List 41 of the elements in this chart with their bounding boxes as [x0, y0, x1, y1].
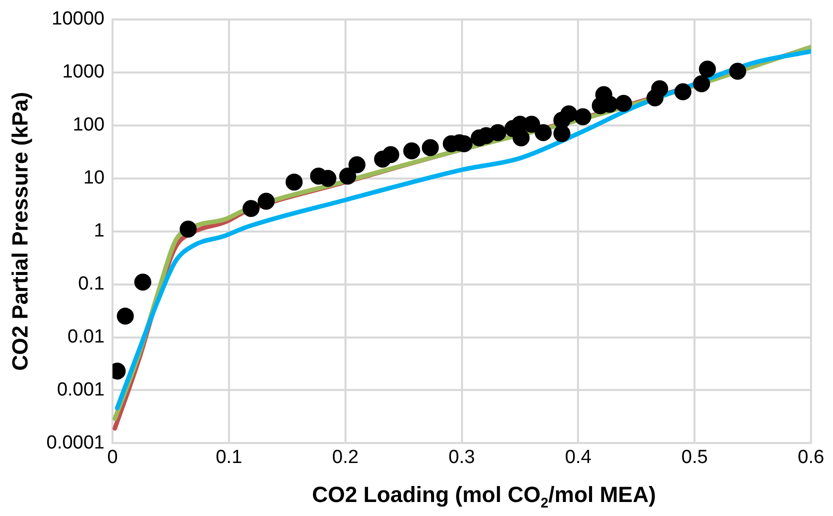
point [560, 105, 578, 122]
point [180, 220, 197, 238]
x-tick-label: 0.2 [332, 446, 359, 468]
point [339, 168, 356, 185]
y-tick-label: 0.01 [68, 326, 105, 348]
point [698, 60, 716, 78]
y-tick-label: 0.001 [56, 379, 105, 400]
point [534, 124, 552, 142]
y-tick-label: 10 [83, 168, 105, 189]
point [729, 62, 746, 80]
point [651, 80, 668, 98]
point [403, 142, 420, 160]
point [422, 139, 439, 156]
y-tick-label: 0.1 [78, 274, 105, 295]
y-tick-label: 0.0001 [46, 432, 105, 454]
point [574, 108, 592, 126]
point [615, 94, 632, 112]
x-tick-label: 0.4 [564, 446, 592, 468]
x-tick-label: 0.1 [216, 446, 242, 468]
point [242, 200, 260, 217]
point [693, 75, 710, 92]
x-tick-label: 0.6 [798, 446, 824, 468]
point [489, 124, 506, 142]
point [674, 83, 692, 100]
point [553, 125, 570, 142]
point [512, 129, 530, 146]
point [116, 308, 134, 325]
point [134, 274, 152, 291]
y-tick-label: 10000 [52, 8, 105, 30]
x-tick-label: 0 [107, 446, 118, 468]
y-tick-label: 1 [94, 220, 105, 242]
y-tick-label: 1000 [62, 62, 105, 83]
point [258, 192, 275, 210]
y-tick-label: 100 [72, 114, 105, 136]
point [382, 146, 400, 164]
point [348, 156, 366, 174]
x-axis-title: CO2 Loading (mol CO$_{2}$/mol MEA) [311, 482, 657, 510]
y-axis-title: CO2 Partial Pressure (kPa) [7, 92, 32, 371]
x-tick-label: 0.3 [448, 446, 475, 468]
point [286, 174, 303, 191]
x-tick-label: 0.5 [681, 446, 708, 468]
